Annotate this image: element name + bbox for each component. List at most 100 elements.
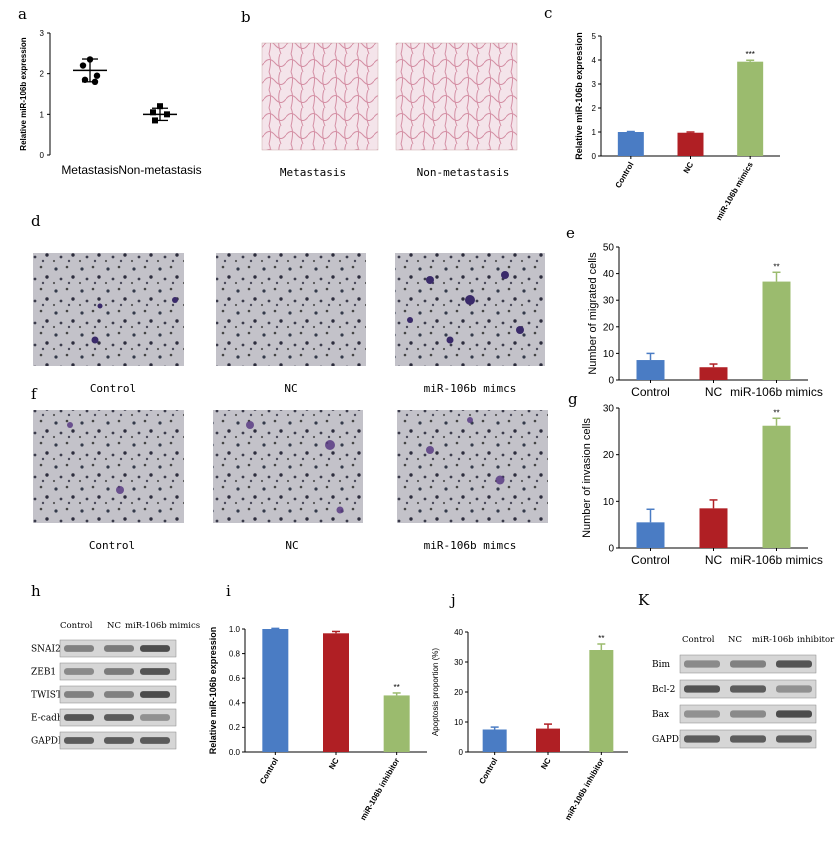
y-tick-label: 5: [592, 32, 597, 41]
significance-label-2: **: [598, 634, 604, 643]
blot-band: [64, 645, 94, 652]
panel-letter-i: i: [226, 582, 231, 600]
data-point: [152, 117, 158, 124]
data-point: [93, 72, 101, 79]
significance-label-2: ***: [745, 50, 754, 59]
panel-letter-a: a: [18, 5, 27, 23]
bar-1: [677, 132, 704, 156]
band-label: SNAI2: [31, 645, 61, 655]
y-axis-label: Apoptosis proportion (%): [431, 648, 440, 736]
y-tick-label: 0.2: [229, 723, 241, 732]
bar-0: [617, 132, 644, 156]
blot-band: [140, 668, 170, 675]
y-tick-label: 50: [603, 243, 615, 254]
data-point: [91, 78, 99, 86]
blot-band: [64, 691, 94, 698]
band-label: ZEB1: [31, 668, 56, 678]
data-point: [150, 109, 156, 116]
y-tick-label: 30: [603, 296, 615, 307]
blot-band: [776, 735, 812, 743]
panel-letter-c: c: [544, 4, 552, 22]
blot-band: [140, 714, 170, 721]
y-tick-label: 4: [592, 56, 597, 65]
blot-band: [684, 735, 720, 743]
chart-i-bar: 0.0 0.2 0.4 0.6 0.8 1.0 Relative miR-106b expr…: [208, 625, 427, 822]
x-tick-label-0: Control: [614, 161, 636, 190]
panel-letter-b: b: [241, 8, 251, 26]
invasion-image-nc: [213, 410, 363, 523]
bar-1: [323, 633, 349, 752]
y-axis-label: Relative miR-106b expression: [208, 627, 218, 755]
y-tick-label: 0: [608, 544, 614, 555]
wb-h-lane-mimics: miR-106b mimics: [125, 621, 200, 631]
data-point: [81, 76, 89, 83]
panel-letter-e: e: [566, 224, 575, 242]
bar-2: [383, 695, 410, 752]
y-tick-label: 3: [40, 29, 45, 38]
chart-g-bar: 0 10 20 30 Number of invasion cells Control NC…: [581, 404, 823, 568]
y-tick-label: 20: [603, 322, 615, 333]
blot-band: [104, 714, 134, 721]
x-tick-label-1: NC: [705, 385, 723, 399]
data-point: [157, 103, 163, 110]
migration-mimics-stain: [407, 271, 524, 344]
invasion-image-control: [33, 410, 184, 523]
blot-band: [730, 735, 766, 743]
y-tick-label: 2: [40, 70, 45, 79]
band-label: GAPDH: [31, 737, 66, 747]
y-tick-label: 40: [454, 628, 463, 637]
x-tick-label-2: miR-106b inhibitor: [563, 757, 606, 822]
x-tick-label-2: miR-106b inhibitor: [358, 757, 401, 822]
blot-band: [64, 668, 94, 675]
bar-0: [636, 360, 665, 380]
y-tick-label: 0: [40, 151, 45, 160]
x-tick-label-2: miR-106b mimics: [730, 553, 823, 567]
bar-1: [699, 508, 728, 548]
y-axis-label: Number of migrated cells: [587, 252, 599, 375]
wb-k-lane-inhibitor: inhibitor: [797, 635, 835, 645]
blot-band: [104, 737, 134, 744]
migration-control-stain: [91, 297, 178, 344]
y-tick-label: 10: [603, 349, 615, 360]
y-tick-label: 0.4: [229, 699, 241, 708]
tissue-label-non-metastasis: Non-metastasis: [417, 166, 510, 179]
significance-label-2: **: [773, 262, 779, 271]
y-tick-label: 1: [40, 110, 45, 119]
western-blot-h: SNAI2 ZEB1 TWIST1 E-cadherin GAPDH: [31, 639, 177, 750]
y-tick-label: 0: [459, 748, 464, 757]
significance-label-2: **: [394, 683, 400, 692]
wb-h-lane-nc: NC: [107, 621, 121, 631]
band-label: TWIST1: [31, 691, 68, 701]
y-tick-label: 20: [603, 450, 615, 461]
blot-band: [730, 685, 766, 693]
band-label: E-cadherin: [31, 714, 81, 724]
blot-band: [104, 691, 134, 698]
bar-1: [536, 728, 560, 752]
x-tick-label-0: Control: [477, 757, 499, 786]
panel-letter-g: g: [568, 390, 578, 408]
chart-c-bar: 0 1 2 3 4 5 Relative miR-106b expression Contro…: [574, 32, 780, 222]
invasion-label-nc: NC: [285, 539, 298, 552]
blot-band: [776, 710, 812, 718]
western-blot-k: Bim Bcl-2 Bax GAPDH: [652, 654, 817, 749]
panel-letter-f: f: [31, 385, 38, 403]
x-tick-label-0: Metastasis: [61, 163, 118, 177]
blot-band: [776, 660, 812, 668]
blot-band: [64, 737, 94, 744]
band-label: Bim: [652, 660, 670, 670]
blot-band: [140, 645, 170, 652]
tissue-label-metastasis: Metastasis: [280, 166, 346, 179]
y-tick-label: 2: [592, 104, 597, 113]
migration-label-nc: NC: [284, 382, 297, 395]
wb-h-lane-control: Control: [60, 621, 93, 631]
x-tick-label-0: Control: [258, 757, 280, 786]
y-tick-label: 30: [603, 404, 615, 415]
wb-k-lane-mir: miR-106b: [752, 635, 794, 645]
migration-image-control: [33, 253, 184, 366]
invasion-stain: [67, 417, 505, 514]
blot-band: [776, 685, 812, 693]
chart-j-bar: 0 10 20 30 40 Apoptosis proportion (%) Control…: [431, 628, 628, 822]
blot-band: [684, 685, 720, 693]
migration-label-mimics: miR-106b mimcs: [424, 382, 517, 395]
x-tick-label-1: NC: [705, 553, 723, 567]
